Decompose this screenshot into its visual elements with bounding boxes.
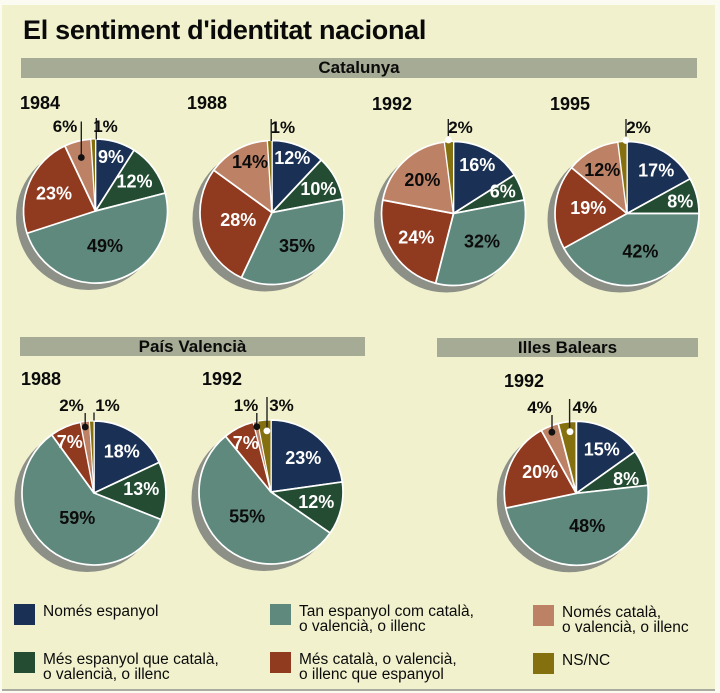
svg-text:12%: 12%: [116, 172, 152, 192]
svg-text:1%: 1%: [95, 396, 120, 415]
svg-text:1%: 1%: [234, 396, 259, 415]
svg-text:16%: 16%: [459, 155, 495, 175]
svg-text:13%: 13%: [123, 479, 159, 499]
svg-text:1%: 1%: [271, 118, 296, 137]
svg-text:59%: 59%: [59, 508, 95, 528]
svg-text:7%: 7%: [57, 432, 83, 452]
svg-text:1%: 1%: [93, 117, 118, 136]
svg-text:19%: 19%: [570, 198, 606, 218]
svg-text:2%: 2%: [626, 118, 651, 137]
svg-text:18%: 18%: [104, 442, 140, 462]
svg-text:2%: 2%: [59, 396, 84, 415]
svg-text:48%: 48%: [569, 516, 605, 536]
svg-text:20%: 20%: [522, 462, 558, 482]
svg-text:8%: 8%: [667, 192, 693, 212]
svg-text:4%: 4%: [573, 398, 598, 417]
svg-text:2%: 2%: [448, 118, 473, 137]
svg-text:17%: 17%: [638, 161, 674, 181]
svg-text:9%: 9%: [98, 147, 124, 167]
svg-text:6%: 6%: [53, 117, 78, 136]
svg-text:12%: 12%: [298, 492, 334, 512]
svg-text:14%: 14%: [232, 152, 268, 172]
svg-text:12%: 12%: [274, 148, 310, 168]
svg-text:7%: 7%: [233, 433, 259, 453]
svg-text:23%: 23%: [36, 184, 72, 204]
svg-text:10%: 10%: [300, 179, 336, 199]
svg-text:12%: 12%: [584, 160, 620, 180]
svg-text:3%: 3%: [269, 396, 294, 415]
svg-text:49%: 49%: [87, 236, 123, 256]
svg-text:8%: 8%: [613, 469, 639, 489]
svg-text:42%: 42%: [622, 242, 658, 262]
svg-text:23%: 23%: [285, 448, 321, 468]
svg-text:28%: 28%: [220, 210, 256, 230]
svg-text:6%: 6%: [490, 182, 516, 202]
svg-text:15%: 15%: [584, 439, 620, 459]
svg-text:20%: 20%: [404, 170, 440, 190]
svg-text:24%: 24%: [398, 227, 434, 247]
svg-text:4%: 4%: [527, 398, 552, 417]
svg-text:55%: 55%: [229, 507, 265, 527]
svg-text:35%: 35%: [279, 236, 315, 256]
svg-text:32%: 32%: [464, 232, 500, 252]
